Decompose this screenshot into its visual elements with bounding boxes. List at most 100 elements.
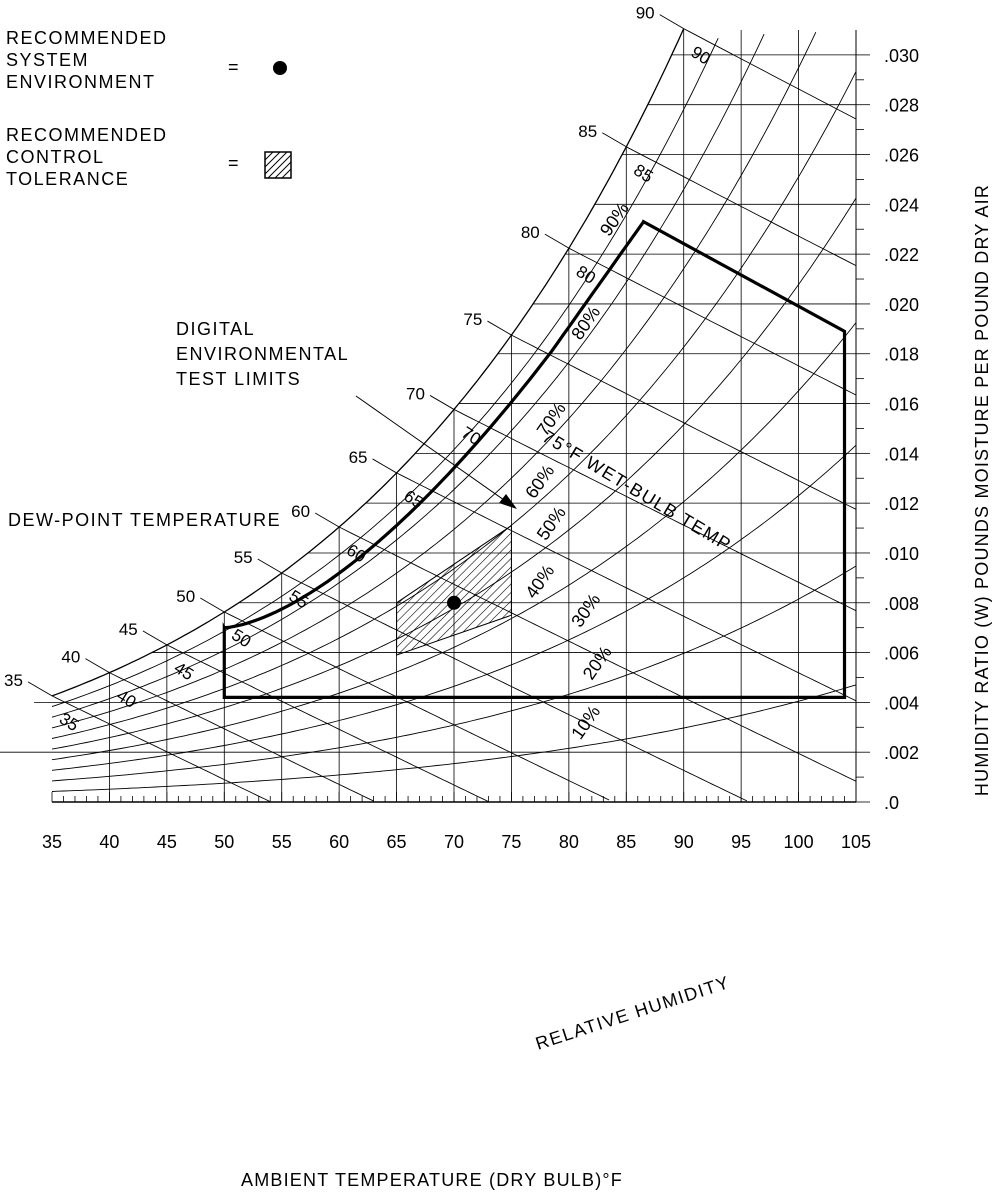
legend-tolerance-line-1: RECOMMENDED (6, 125, 168, 145)
test-limits-leader (355, 395, 515, 508)
legend-hatch-swatch (264, 151, 292, 179)
test-limits-line-1: DIGITAL (176, 319, 255, 339)
x-tick-label: 50 (214, 832, 234, 852)
rh-label: 40% (521, 561, 558, 602)
wet-bulb-label: 60 (343, 540, 369, 566)
y-tick-label: .018 (884, 345, 919, 365)
x-tick-label: 40 (99, 832, 119, 852)
x-tick-label: 65 (387, 832, 407, 852)
wet-bulb-label: 50 (228, 625, 254, 651)
dew-point-leader (27, 681, 53, 697)
y-tick-label: .016 (884, 395, 919, 415)
dew-point-label: 40 (61, 648, 80, 667)
y-tick-label: .010 (884, 544, 919, 564)
wet-bulb-line-45 (166, 644, 489, 803)
dew-point-label: 45 (119, 620, 138, 639)
dew-point-leader (602, 132, 627, 148)
x-tick-label: 85 (616, 832, 636, 852)
wet-bulb-label: 45 (171, 658, 197, 684)
y-tick-label: .014 (884, 444, 919, 464)
y-axis-title: HUMIDITY RATIO (W) POUNDS MOISTURE PER P… (972, 184, 992, 796)
rh-label: 30% (567, 590, 604, 631)
dew-point-leader (85, 658, 110, 674)
rh-label: 60% (521, 461, 558, 502)
legend-system-line-2: SYSTEM (6, 50, 89, 70)
y-tick-label: .002 (884, 743, 919, 763)
dew-point-label: 70 (406, 384, 425, 403)
x-tick-label: 75 (501, 832, 521, 852)
wet-bulb-line-90 (683, 28, 857, 120)
dew-point-leader (257, 558, 282, 574)
rh-curve-70 (51, 32, 817, 729)
wet-bulb-label: 40 (113, 686, 139, 712)
dew-point-leader (372, 458, 397, 474)
x-tick-label: 35 (42, 832, 62, 852)
rh-curve-30 (51, 444, 857, 771)
wet-bulb-line-60 (338, 526, 857, 782)
y-tick-label: .008 (884, 594, 919, 614)
test-limits-line-2: ENVIRONMENTAL (176, 344, 349, 364)
wet-bulb-label: 35 (56, 709, 82, 735)
y-tick-label: .030 (884, 46, 919, 66)
legend-tolerance-line-3: TOLERANCE (6, 169, 129, 189)
dew-point-label: 55 (234, 548, 253, 567)
dew-point-leader (544, 233, 570, 249)
x-axis-title: AMBIENT TEMPERATURE (DRY BULB)°F (241, 1170, 623, 1190)
rh-curve-40 (51, 322, 857, 761)
rh-curve-10 (51, 684, 857, 792)
x-tick-label: 90 (674, 832, 694, 852)
wet-bulb-line-50 (224, 611, 610, 801)
wet-bulb-line-35 (51, 695, 271, 803)
wet-bulb-label: 90 (688, 42, 714, 68)
saturation-curve (51, 28, 685, 697)
dew-point-leader (142, 630, 168, 646)
x-tick-label: 45 (157, 832, 177, 852)
rh-label: 50% (533, 503, 570, 544)
legend-tolerance-line-2: CONTROL (6, 147, 105, 167)
legend-system-line-1: RECOMMENDED (6, 28, 168, 48)
x-tick-label: 80 (559, 832, 579, 852)
y-tick-label: .004 (884, 693, 919, 713)
wet-bulb-line-70 (453, 408, 857, 612)
dew-point-label: 80 (521, 223, 540, 242)
dew-point-label: 50 (176, 587, 195, 606)
dew-point-label: 85 (578, 122, 597, 141)
y-tick-label: .024 (884, 195, 919, 215)
y-tick-label: .020 (884, 295, 919, 315)
grid-layer (0, 28, 870, 803)
wet-bulb-label: 65 (401, 486, 427, 512)
y-tick-label: .028 (884, 96, 919, 116)
x-tick-label: 60 (329, 832, 349, 852)
dew-point-label: 75 (463, 310, 482, 329)
dew-point-leader (429, 395, 455, 410)
legend: RECOMMENDED SYSTEM ENVIRONMENT = RECOMME… (6, 28, 292, 189)
dew-point-leader (659, 14, 684, 30)
dew-point-leader (487, 320, 512, 336)
wet-bulb-line-65 (396, 472, 857, 702)
legend-system-dot (273, 61, 287, 75)
x-tick-label: 55 (272, 832, 292, 852)
wet-bulb-label: 85 (630, 160, 656, 186)
wet-bulb-line-85 (626, 146, 857, 267)
dew-point-label: 35 (4, 671, 23, 690)
legend-system-equals: = (228, 57, 240, 77)
control-tolerance-region (396, 524, 512, 656)
y-tick-label: .012 (884, 494, 919, 514)
limits-layer (222, 219, 847, 700)
wet-bulb-line-75 (511, 334, 857, 510)
test-limits-outline (222, 219, 847, 700)
wet-bulb-line-40 (109, 672, 374, 802)
wet-bulb-label: 55 (286, 586, 312, 612)
rh-label: 10% (567, 702, 604, 743)
legend-tolerance-equals: = (228, 153, 240, 173)
dew-point-label: 60 (291, 502, 310, 521)
dew-point-label: DEW-POINT TEMPERATURE (8, 510, 281, 530)
dew-point-leader (314, 512, 340, 528)
dew-point-label: 65 (349, 448, 368, 467)
y-tick-label: .0 (884, 793, 899, 813)
y-tick-label: .006 (884, 644, 919, 664)
x-tick-label: 100 (784, 832, 814, 852)
rh-curve-90 (51, 38, 719, 708)
x-tick-label: 95 (731, 832, 751, 852)
